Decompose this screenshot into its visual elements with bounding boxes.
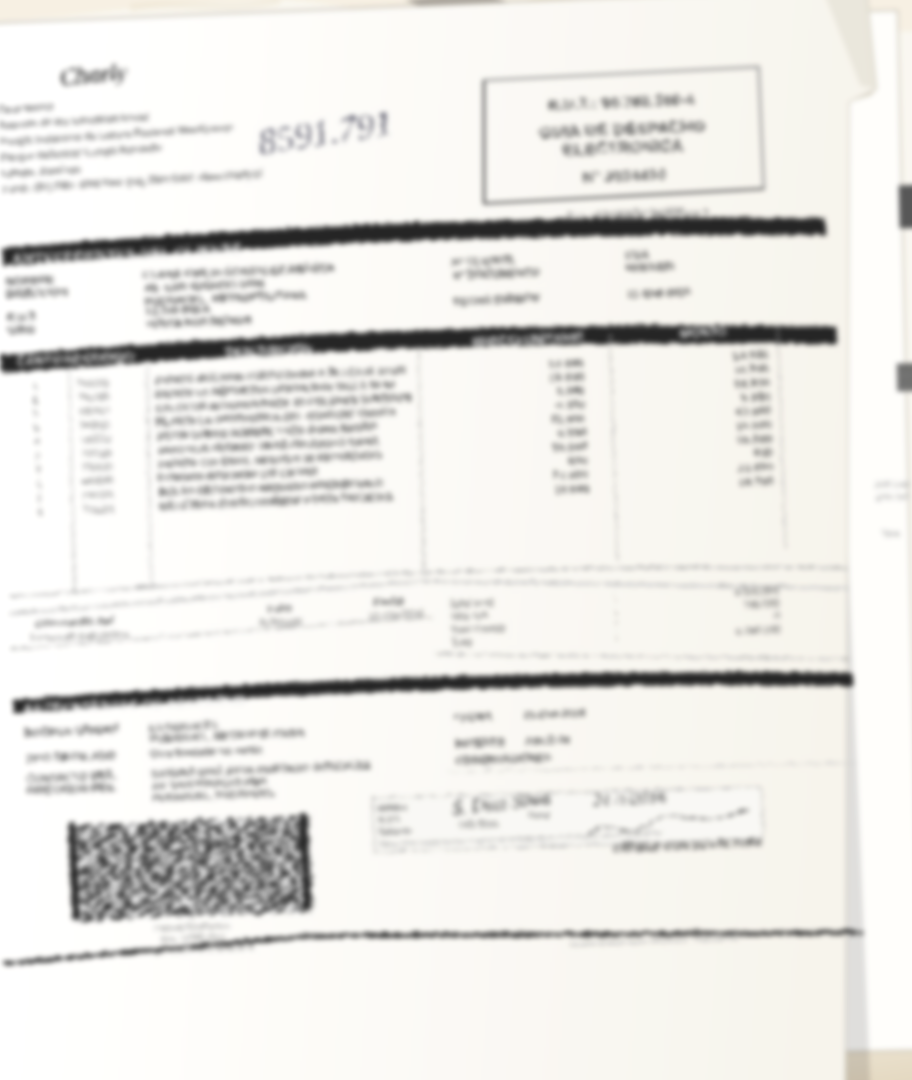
svg-text:9.990: 9.990 <box>556 425 586 438</box>
svg-text::: : <box>613 617 616 628</box>
svg-text:680011: 680011 <box>78 418 109 430</box>
svg-text:Total: Total <box>879 527 898 537</box>
svg-text:14.990: 14.990 <box>547 356 583 369</box>
svg-text:Vehiculo: Vehiculo <box>377 825 410 835</box>
svg-text:590: 590 <box>567 453 587 466</box>
svg-text:Sub total: Sub total <box>873 477 909 488</box>
svg-text:2: 2 <box>34 463 40 474</box>
svg-text::: : <box>612 591 615 602</box>
svg-text:3.990: 3.990 <box>554 383 584 396</box>
svg-text:GIRO: GIRO <box>6 322 35 335</box>
svg-text:5: 5 <box>32 407 38 418</box>
svg-text:4.990: 4.990 <box>555 397 585 410</box>
svg-text:19.980: 19.980 <box>735 418 771 431</box>
svg-text:4.000.000: 4.000.000 <box>733 585 778 598</box>
svg-text:791156: 791156 <box>81 488 112 500</box>
svg-text:21.990: 21.990 <box>549 411 585 424</box>
svg-text:19% IVA: 19% IVA <box>448 610 487 623</box>
svg-text:2: 2 <box>33 435 39 446</box>
svg-text:N° 3034430: N° 3034430 <box>581 165 665 185</box>
svg-text:18.990: 18.990 <box>547 370 583 383</box>
svg-text:590: 590 <box>752 446 772 459</box>
svg-text:43.980: 43.980 <box>734 404 770 417</box>
svg-text:19.990: 19.990 <box>737 474 773 487</box>
svg-text:791045: 791045 <box>77 390 109 402</box>
svg-text:Nombre: Nombre <box>376 801 407 811</box>
svg-text:Fecha: Fecha <box>526 795 550 805</box>
svg-text:MONTO: MONTO <box>678 324 725 340</box>
svg-text:18.990: 18.990 <box>732 362 768 375</box>
svg-text:0: 0 <box>773 611 779 622</box>
svg-text:FECHA: FECHA <box>452 710 490 724</box>
svg-text:791120: 791120 <box>80 460 111 472</box>
svg-text:de flete: de flete <box>901 370 912 381</box>
svg-text:4.760.000: 4.760.000 <box>734 624 779 637</box>
svg-text::: : <box>613 604 616 615</box>
svg-text:NOMBRE: NOMBRE <box>4 273 53 287</box>
svg-text:12.990: 12.990 <box>736 460 772 473</box>
svg-text:Total Exento: Total Exento <box>449 622 505 635</box>
svg-text:33.980: 33.980 <box>735 432 771 445</box>
svg-text:21-Ene-2016: 21-Ene-2016 <box>522 706 584 721</box>
svg-text:R.U.T.: R.U.T. <box>5 309 36 322</box>
svg-text:CODIGO: CODIGO <box>82 348 134 364</box>
svg-text:LNV 9205: LNV 9205 <box>457 818 497 830</box>
svg-text:Fecha: Fecha <box>372 594 403 607</box>
svg-text:de flete: de flete <box>901 381 912 392</box>
svg-text::: : <box>614 630 617 641</box>
svg-text:60901439: 60901439 <box>624 260 673 274</box>
svg-text:1: 1 <box>35 491 41 502</box>
svg-text:Folio: Folio <box>265 601 291 614</box>
svg-text:791201: 791201 <box>81 502 113 514</box>
svg-text:1: 1 <box>30 379 36 390</box>
svg-text:1: 1 <box>36 505 42 516</box>
svg-text:14.990: 14.990 <box>732 348 768 361</box>
svg-text:PATENTE: PATENTE <box>453 735 503 749</box>
svg-text:9.980: 9.980 <box>740 390 770 403</box>
svg-text:12.990: 12.990 <box>552 467 588 480</box>
svg-text:Total: Total <box>449 636 471 648</box>
svg-text:2: 2 <box>33 449 39 460</box>
svg-text:19.950: 19.950 <box>733 376 769 389</box>
svg-text:1: 1 <box>35 477 41 488</box>
svg-text:791118: 791118 <box>79 446 110 458</box>
svg-text:CANTIDAD: CANTIDAD <box>15 351 81 368</box>
svg-text:5: 5 <box>32 421 38 432</box>
svg-text:ABCD-49: ABCD-49 <box>523 732 569 746</box>
svg-text:Total Neto: Total Neto <box>448 596 494 609</box>
svg-text:1: 1 <box>31 393 37 404</box>
svg-text:16.990: 16.990 <box>550 439 586 452</box>
svg-text:R.U.T.: R.U.T. <box>377 814 400 824</box>
svg-text:791102: 791102 <box>78 432 109 444</box>
svg-text:19.990: 19.990 <box>552 481 588 494</box>
svg-text:680021: 680021 <box>77 404 109 416</box>
svg-text:24 /1/2016: 24 /1/2016 <box>591 786 665 808</box>
svg-text:760.000: 760.000 <box>742 598 779 611</box>
svg-text:19% IVA: 19% IVA <box>874 490 909 501</box>
svg-text:1114: 1114 <box>623 248 648 261</box>
svg-text:680098: 680098 <box>80 474 112 486</box>
svg-text:Firma: Firma <box>527 809 550 819</box>
svg-text:791023: 791023 <box>76 376 108 388</box>
